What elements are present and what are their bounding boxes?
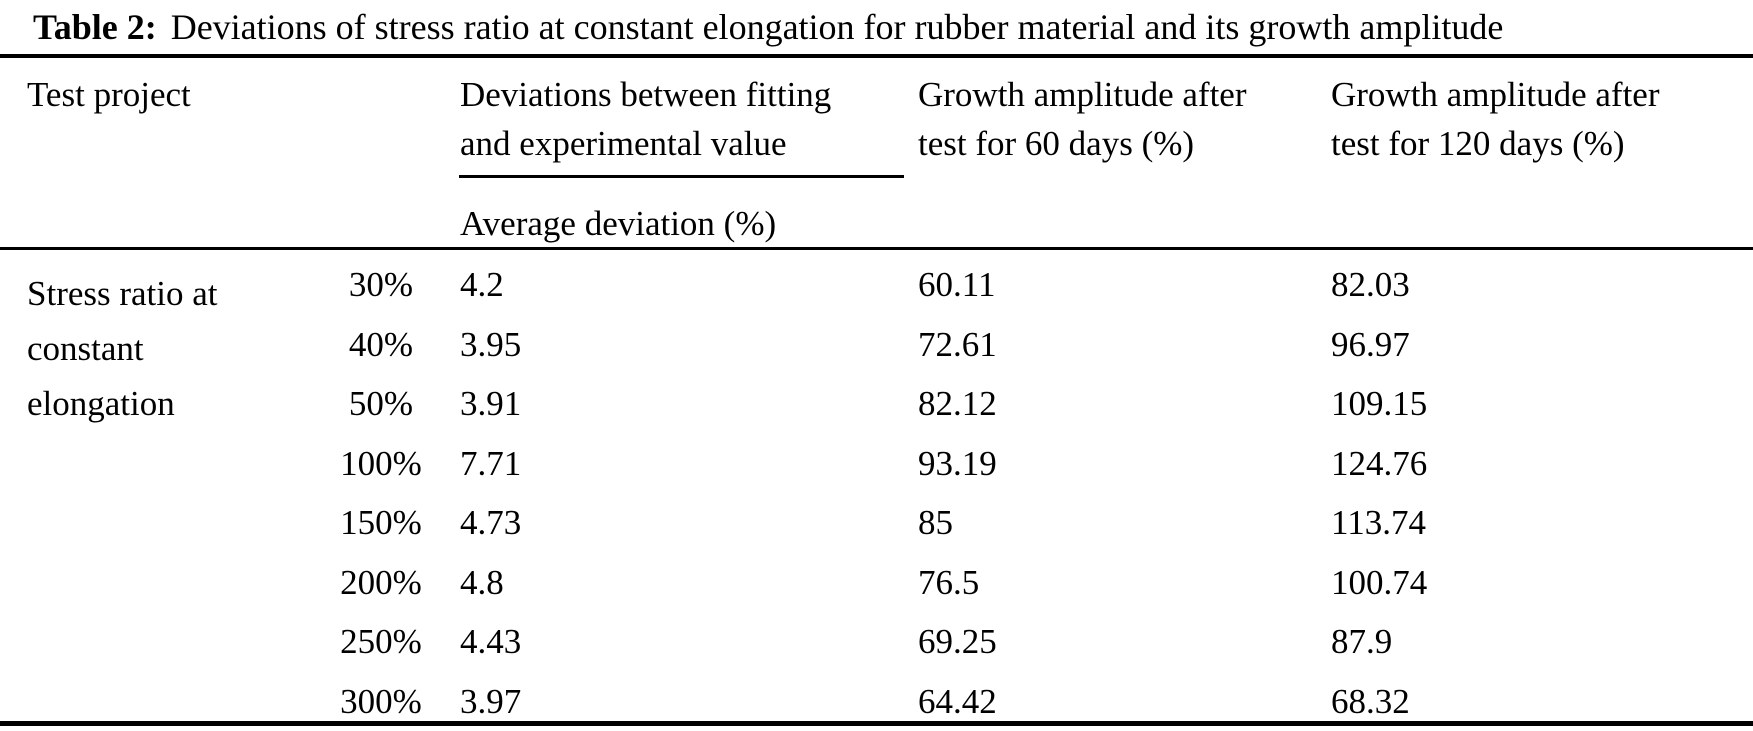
cell-elongation: 40% — [348, 325, 414, 364]
cell-growth-60: 69.25 — [918, 622, 997, 661]
cell-avg-deviation: 3.97 — [460, 682, 522, 721]
cell-growth-60: 72.61 — [918, 325, 997, 364]
table-row: 100% 7.71 93.19 124.76 — [0, 444, 1753, 484]
header-separator-rule — [0, 247, 1753, 250]
cell-elongation: 250% — [340, 622, 422, 661]
column-header-deviations-group: Deviations between fitting and experimen… — [460, 75, 832, 163]
cell-elongation: 150% — [340, 503, 422, 542]
cell-growth-60: 85 — [918, 503, 953, 542]
cell-growth-120: 113.74 — [1331, 503, 1426, 542]
cell-growth-120: 82.03 — [1331, 265, 1410, 304]
cell-avg-deviation: 4.73 — [460, 503, 522, 542]
cell-elongation: 50% — [348, 384, 414, 423]
table-row: 250% 4.43 69.25 87.9 — [0, 622, 1753, 662]
cell-avg-deviation: 4.8 — [460, 563, 504, 602]
table-caption-label: Table 2: — [33, 7, 157, 47]
row-group-label-stress-ratio: Stress ratio at constant elongation — [27, 274, 218, 423]
table-top-rule — [0, 54, 1753, 58]
cell-avg-deviation: 3.91 — [460, 384, 522, 423]
cell-growth-60: 93.19 — [918, 444, 997, 483]
cell-avg-deviation: 7.71 — [460, 444, 522, 483]
cell-growth-60: 76.5 — [918, 563, 980, 602]
cell-growth-60: 64.42 — [918, 682, 997, 721]
table-caption: Table 2: Deviations of stress ratio at co… — [33, 4, 1503, 50]
cell-growth-120: 109.15 — [1331, 384, 1428, 423]
column-header-growth-120-days: Growth amplitude after test for 120 days… — [1331, 75, 1660, 163]
cell-elongation: 200% — [340, 563, 422, 602]
cell-growth-120: 87.9 — [1331, 622, 1393, 661]
table-row: 40% 3.95 72.61 96.97 — [0, 325, 1753, 365]
column-header-average-deviation: Average deviation (%) — [460, 204, 777, 243]
cell-growth-120: 96.97 — [1331, 325, 1410, 364]
table-row: 30% 4.2 60.11 82.03 — [0, 265, 1753, 305]
table-row: 300% 3.97 64.42 68.32 — [0, 682, 1753, 722]
cell-avg-deviation: 3.95 — [460, 325, 522, 364]
cell-growth-60: 82.12 — [918, 384, 997, 423]
cell-growth-60: 60.11 — [918, 265, 996, 304]
table-bottom-rule — [0, 721, 1753, 726]
cell-growth-120: 68.32 — [1331, 682, 1410, 721]
cell-growth-120: 100.74 — [1331, 563, 1428, 602]
cell-elongation: 300% — [340, 682, 422, 721]
table-row: 200% 4.8 76.5 100.74 — [0, 563, 1753, 603]
cell-elongation: 100% — [340, 444, 422, 483]
column-header-test-project: Test project — [27, 75, 191, 114]
cell-avg-deviation: 4.43 — [460, 622, 522, 661]
table-caption-text: Deviations of stress ratio at constant e… — [170, 7, 1504, 47]
cell-growth-120: 124.76 — [1331, 444, 1428, 483]
deviations-group-underline-rule — [459, 175, 904, 178]
table-row: 150% 4.73 85 113.74 — [0, 503, 1753, 543]
cell-avg-deviation: 4.2 — [460, 265, 504, 304]
column-header-growth-60-days: Growth amplitude after test for 60 days … — [918, 75, 1247, 163]
cell-elongation: 30% — [348, 265, 414, 304]
table-row: 50% 3.91 82.12 109.15 — [0, 384, 1753, 424]
